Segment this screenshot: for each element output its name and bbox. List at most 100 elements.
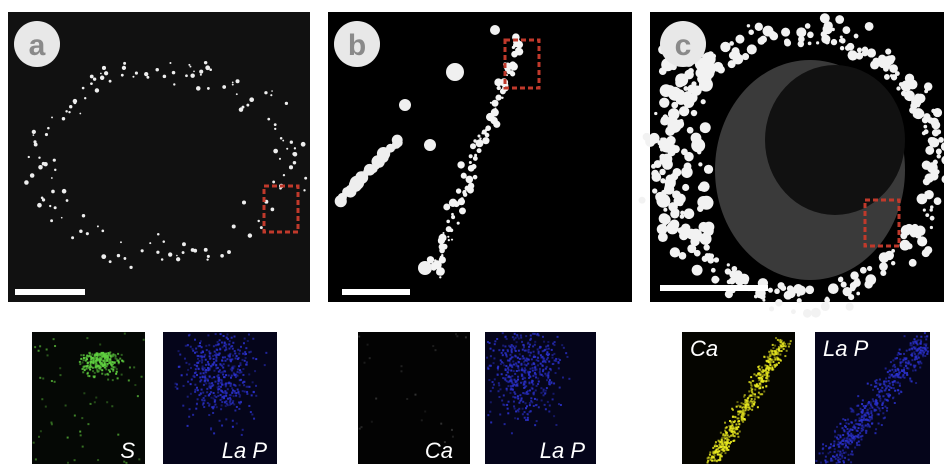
particle bbox=[842, 26, 850, 34]
speckle bbox=[100, 360, 102, 362]
particle bbox=[495, 95, 501, 101]
speckle bbox=[250, 411, 252, 413]
particle bbox=[90, 82, 93, 85]
particle bbox=[54, 169, 56, 171]
speckle bbox=[114, 366, 116, 368]
speckle bbox=[198, 368, 200, 370]
speckle bbox=[534, 333, 536, 335]
speckle bbox=[830, 458, 832, 460]
speckle bbox=[546, 353, 548, 355]
speckle bbox=[221, 401, 223, 403]
figure: a b c S La P Ca La P Ca La P bbox=[0, 0, 944, 464]
speckle bbox=[766, 365, 768, 367]
speckle bbox=[836, 454, 838, 456]
speckle bbox=[87, 372, 89, 374]
particle bbox=[399, 99, 411, 111]
speckle bbox=[206, 349, 208, 351]
speckle bbox=[920, 336, 922, 338]
speckle bbox=[875, 409, 877, 411]
particle bbox=[434, 266, 437, 269]
particle bbox=[339, 195, 346, 202]
speckle bbox=[769, 364, 771, 366]
speckle bbox=[529, 376, 531, 378]
particle bbox=[679, 231, 688, 240]
speckle bbox=[748, 381, 750, 383]
speckle bbox=[879, 378, 881, 380]
speckle bbox=[194, 339, 196, 341]
particle bbox=[823, 24, 833, 34]
speckle bbox=[253, 418, 255, 420]
speckle bbox=[224, 360, 226, 362]
speckle bbox=[848, 434, 850, 436]
speckle bbox=[858, 441, 860, 443]
speckle bbox=[201, 361, 203, 363]
speckle bbox=[753, 400, 755, 402]
speckle bbox=[234, 410, 236, 412]
speckle bbox=[541, 356, 543, 358]
speckle bbox=[892, 381, 894, 383]
speckle bbox=[229, 397, 231, 399]
speckle bbox=[558, 362, 560, 364]
speckle bbox=[779, 344, 781, 346]
speckle bbox=[544, 373, 546, 375]
speckle bbox=[514, 349, 516, 351]
speckle bbox=[509, 364, 511, 366]
speckle bbox=[494, 378, 496, 380]
particle bbox=[835, 15, 844, 24]
speckle bbox=[857, 434, 859, 436]
speckle bbox=[892, 397, 894, 399]
speckle bbox=[502, 362, 504, 364]
speckle bbox=[549, 383, 551, 385]
speckle bbox=[511, 380, 513, 382]
speckle bbox=[881, 424, 883, 426]
speckle bbox=[884, 389, 886, 391]
particle bbox=[758, 37, 766, 45]
speckle bbox=[531, 380, 533, 382]
speckle bbox=[729, 442, 731, 444]
speckle bbox=[834, 431, 836, 433]
speckle bbox=[245, 364, 247, 366]
speckle bbox=[225, 418, 227, 420]
speckle bbox=[844, 419, 846, 421]
speckle bbox=[851, 441, 853, 443]
speckle bbox=[729, 426, 731, 428]
particle bbox=[856, 292, 860, 296]
speckle bbox=[112, 361, 114, 363]
speckle bbox=[563, 347, 565, 349]
speckle bbox=[750, 376, 752, 378]
particle bbox=[441, 254, 443, 256]
particle bbox=[193, 71, 195, 73]
particle bbox=[227, 250, 231, 254]
panel-label: c bbox=[675, 29, 692, 62]
speckle bbox=[537, 360, 539, 362]
particle bbox=[680, 214, 685, 219]
particle bbox=[654, 112, 657, 115]
speckle bbox=[860, 438, 862, 440]
speckle bbox=[231, 391, 233, 393]
speckle bbox=[45, 406, 47, 408]
speckle bbox=[510, 358, 512, 360]
speckle bbox=[134, 384, 136, 386]
speckle bbox=[913, 342, 915, 344]
speckle bbox=[869, 407, 871, 409]
speckle bbox=[203, 356, 205, 358]
speckle bbox=[95, 360, 97, 362]
speckle bbox=[512, 396, 514, 398]
speckle bbox=[852, 434, 854, 436]
speckle bbox=[533, 391, 535, 393]
speckle bbox=[513, 391, 515, 393]
speckle bbox=[513, 370, 515, 372]
speckle bbox=[519, 400, 521, 402]
speckle bbox=[233, 403, 235, 405]
speckle bbox=[851, 410, 853, 412]
speckle bbox=[251, 394, 253, 396]
speckle bbox=[527, 393, 529, 395]
speckle bbox=[111, 364, 113, 366]
speckle bbox=[547, 377, 549, 379]
speckle bbox=[240, 379, 242, 381]
speckle bbox=[527, 414, 529, 416]
speckle bbox=[531, 358, 533, 360]
speckle bbox=[74, 415, 76, 417]
speckle bbox=[544, 392, 546, 394]
particle bbox=[270, 94, 272, 96]
